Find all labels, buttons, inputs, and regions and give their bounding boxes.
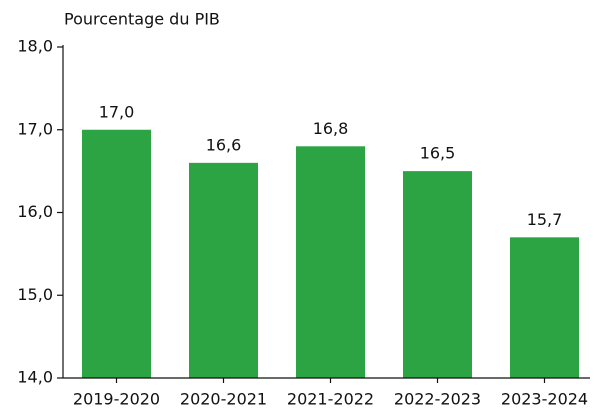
y-tick-label: 18,0 (17, 37, 53, 56)
y-tick-label: 14,0 (17, 368, 53, 387)
x-tick-label: 2020-2021 (180, 390, 267, 409)
bar (189, 162, 258, 378)
chart-title: Pourcentage du PIB (64, 10, 220, 29)
x-tick-label: 2023-2024 (501, 390, 588, 409)
x-tick-label: 2019-2020 (73, 390, 160, 409)
value-label: 17,0 (99, 102, 135, 121)
bar (510, 237, 579, 378)
y-tick-label: 16,0 (17, 202, 53, 221)
value-label: 15,7 (527, 210, 563, 229)
y-tick-label: 15,0 (17, 285, 53, 304)
value-label: 16,6 (206, 135, 242, 154)
bar (296, 146, 365, 378)
bar (403, 171, 472, 378)
value-label: 16,5 (420, 144, 456, 163)
y-tick-label: 17,0 (17, 119, 53, 138)
value-label: 16,8 (313, 119, 349, 138)
x-tick-label: 2021-2022 (287, 390, 374, 409)
x-tick-label: 2022-2023 (394, 390, 481, 409)
bar (82, 129, 151, 378)
